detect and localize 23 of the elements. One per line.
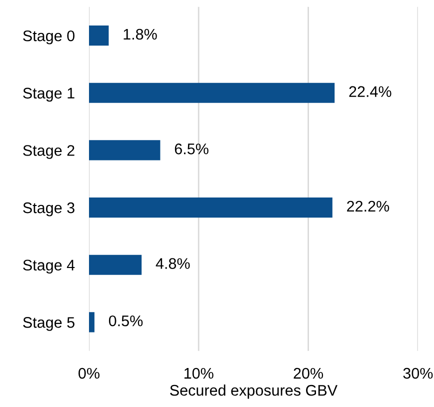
- x-tick-label: 20%: [294, 368, 324, 379]
- y-tick-label: Stage 4: [23, 260, 75, 274]
- data-label: 4.8%: [156, 258, 190, 269]
- x-tick-label: 10%: [184, 368, 214, 379]
- bar: [88, 312, 94, 332]
- data-label: 0.5%: [108, 315, 143, 326]
- y-tick-label: Stage 0: [23, 30, 74, 44]
- x-tick-label: 0%: [78, 368, 100, 379]
- y-tick-label: Stage 3: [23, 202, 74, 216]
- bar: [88, 140, 160, 160]
- data-label: 22.4%: [349, 86, 392, 97]
- x-tick-label: 30%: [403, 368, 433, 379]
- x-axis-title: Secured exposures GBV: [170, 384, 338, 399]
- bar: [88, 198, 332, 218]
- data-label: 6.5%: [174, 144, 208, 154]
- y-tick-label: Stage 1: [23, 88, 74, 102]
- data-label: 1.8%: [124, 28, 157, 40]
- bar: [88, 254, 142, 275]
- bar: [88, 26, 109, 46]
- y-tick-label: Stage 2: [23, 145, 74, 159]
- y-tick-label: Stage 5: [23, 317, 74, 331]
- data-label: 22.2%: [347, 200, 390, 212]
- bar: [88, 82, 335, 103]
